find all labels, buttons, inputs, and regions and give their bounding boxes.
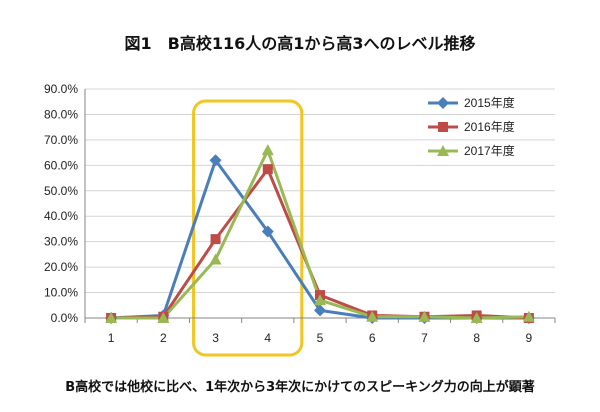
data-point	[314, 304, 326, 317]
x-tick-label: 4	[264, 331, 271, 345]
x-tick-label: 1	[108, 331, 115, 345]
data-point	[210, 234, 221, 245]
axes: 0.0% 10.0% 20.0% 30.0% 40.0% 50.0% 60.0% 70.0% 8…	[44, 82, 556, 345]
highlight-box	[192, 99, 304, 357]
data-point	[366, 310, 379, 322]
series-lines	[105, 144, 535, 324]
data-point	[470, 312, 483, 323]
legend-marker	[437, 97, 449, 109]
x-tick-label: 5	[317, 331, 324, 345]
x-tick-label: 9	[526, 331, 533, 345]
y-tick-label: 40.0%	[44, 209, 78, 223]
y-tick-label: 70.0%	[44, 133, 78, 147]
x-tick-label: 3	[212, 331, 219, 345]
y-tick-label: 0.0%	[51, 311, 79, 325]
legend-label: 2015年度	[464, 95, 515, 110]
legend-label: 2016年度	[464, 119, 515, 134]
legend-marker	[437, 145, 449, 156]
data-point	[105, 312, 118, 323]
x-tick-label: 6	[369, 331, 376, 345]
x-tick-label: 2	[160, 331, 167, 345]
chart-caption: B高校では他校に比べ、1年次から3年次にかけてのスピーキング力の向上が顕著	[65, 380, 535, 395]
x-tick-label: 7	[421, 331, 428, 345]
y-tick-label: 90.0%	[44, 82, 78, 96]
y-tick-label: 10.0%	[44, 286, 78, 300]
data-point	[314, 294, 326, 306]
x-tick-label: 8	[473, 331, 480, 345]
legend-label: 2017年度	[464, 143, 515, 158]
data-point	[209, 253, 222, 265]
data-point	[209, 154, 222, 167]
y-tick-label: 20.0%	[44, 260, 78, 274]
page-title: 図1 B高校116人の高1から高3へのレベル推移	[124, 34, 476, 53]
data-point	[157, 312, 170, 323]
data-point	[522, 310, 535, 322]
legend: 2015年度 2016年度 2017年度	[428, 95, 515, 158]
y-tick-label: 60.0%	[44, 158, 78, 172]
data-point	[261, 225, 274, 238]
y-tick-label: 30.0%	[44, 235, 78, 249]
data-point	[262, 164, 273, 175]
data-point	[261, 144, 274, 156]
y-tick-label: 50.0%	[44, 184, 78, 198]
data-point	[418, 310, 431, 322]
legend-marker	[438, 122, 448, 132]
highlight-frame	[192, 99, 304, 357]
y-tick-label: 80.0%	[44, 107, 78, 121]
